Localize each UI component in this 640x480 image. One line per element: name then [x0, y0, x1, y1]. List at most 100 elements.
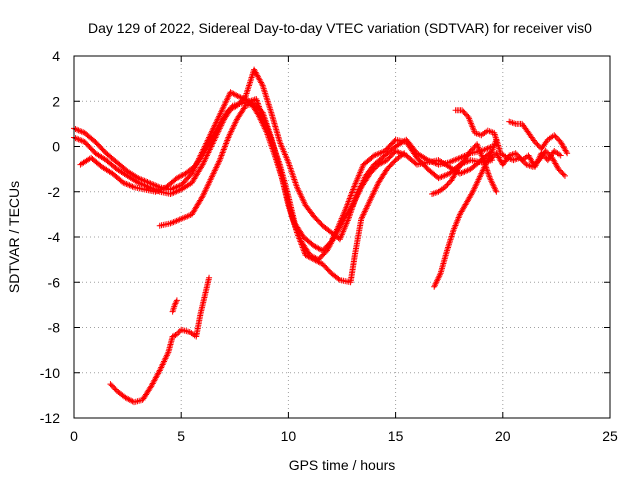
series-track-7 — [431, 136, 500, 290]
data-point — [560, 141, 562, 143]
data-point — [208, 277, 210, 279]
data-point — [122, 182, 124, 184]
axis-ticks: 0 5 10 15 20 25 -12 -10 -8 -6 -4 -2 0 2 4 — [40, 48, 618, 444]
data-point — [296, 186, 298, 188]
data-point — [154, 191, 157, 193]
data-point — [176, 177, 178, 179]
y-tick-label: -8 — [48, 320, 61, 336]
data-point — [105, 152, 107, 154]
data-point — [219, 123, 221, 125]
y-tick-label: -6 — [48, 274, 61, 290]
data-point — [84, 141, 86, 143]
data-point — [322, 225, 324, 227]
data-point — [249, 100, 251, 102]
data-point — [450, 179, 452, 182]
data-point — [386, 168, 388, 170]
data-point — [236, 105, 238, 107]
data-point — [403, 152, 405, 154]
data-point — [463, 159, 465, 161]
data-point — [270, 136, 272, 139]
data-point — [133, 401, 135, 403]
data-point — [377, 182, 380, 184]
data-point — [302, 236, 305, 238]
data-point — [416, 157, 418, 159]
data-point — [169, 193, 172, 195]
data-point — [257, 114, 259, 116]
data-point — [437, 159, 440, 161]
x-tick-label: 20 — [495, 428, 511, 444]
data-point — [210, 139, 212, 141]
x-axis-label: GPS time / hours — [289, 457, 396, 473]
data-point — [482, 159, 485, 161]
data-point — [472, 191, 474, 193]
data-point — [167, 351, 169, 353]
y-tick-label: -10 — [40, 365, 60, 381]
data-point — [193, 166, 195, 168]
data-point — [373, 154, 375, 157]
data-point — [204, 295, 206, 297]
data-point — [489, 177, 491, 179]
data-point — [111, 173, 114, 175]
data-point — [227, 109, 229, 111]
data-point — [362, 164, 365, 166]
y-axis-label: SDTVAR / TECUs — [6, 181, 22, 293]
data-point — [202, 195, 204, 197]
data-point — [470, 168, 472, 170]
data-point — [313, 245, 315, 247]
data-point — [461, 109, 463, 111]
data-point — [437, 191, 440, 193]
series-markers — [77, 66, 496, 243]
data-point — [287, 161, 289, 163]
data-point — [142, 399, 144, 401]
data-point — [452, 229, 455, 231]
data-point — [476, 143, 478, 145]
data-point — [386, 159, 388, 161]
data-point — [180, 188, 182, 191]
data-point — [229, 91, 232, 93]
data-point — [227, 136, 229, 139]
data-point — [470, 159, 472, 161]
chart-title: Day 129 of 2022, Sidereal Day-to-day VTE… — [88, 20, 592, 36]
data-point — [448, 161, 450, 163]
data-point — [459, 213, 461, 215]
y-tick-label: 2 — [52, 93, 60, 109]
data-point — [416, 164, 418, 166]
data-point — [369, 200, 371, 202]
data-point — [405, 139, 407, 141]
data-point — [330, 231, 332, 234]
data-point — [557, 168, 560, 170]
data-point — [566, 152, 568, 154]
data-point — [395, 150, 397, 152]
series-track-11 — [486, 148, 564, 170]
x-tick-label: 25 — [602, 428, 618, 444]
series-markers — [71, 89, 496, 254]
series-track-10 — [506, 118, 571, 157]
data-point — [491, 150, 493, 152]
data-point — [101, 166, 103, 168]
data-point — [364, 175, 367, 177]
data-point — [515, 123, 517, 125]
series-track-1 — [71, 89, 496, 254]
data-point — [137, 182, 139, 184]
data-point — [478, 177, 480, 179]
series-markers — [107, 274, 213, 406]
data-point — [339, 238, 341, 240]
data-point — [189, 331, 191, 333]
data-point — [553, 150, 555, 152]
data-point — [116, 161, 118, 163]
data-point — [444, 186, 446, 188]
data-point — [105, 159, 107, 161]
data-point — [564, 175, 566, 177]
data-point — [279, 141, 281, 143]
series-track-6 — [169, 297, 180, 315]
data-point — [174, 304, 176, 306]
data-point — [191, 173, 193, 175]
data-point — [377, 164, 380, 166]
y-tick-label: -4 — [48, 229, 61, 245]
data-point — [109, 383, 112, 385]
data-point — [405, 154, 407, 157]
data-point — [487, 130, 489, 132]
data-point — [512, 159, 515, 161]
data-point — [502, 164, 504, 166]
data-point — [127, 170, 129, 172]
